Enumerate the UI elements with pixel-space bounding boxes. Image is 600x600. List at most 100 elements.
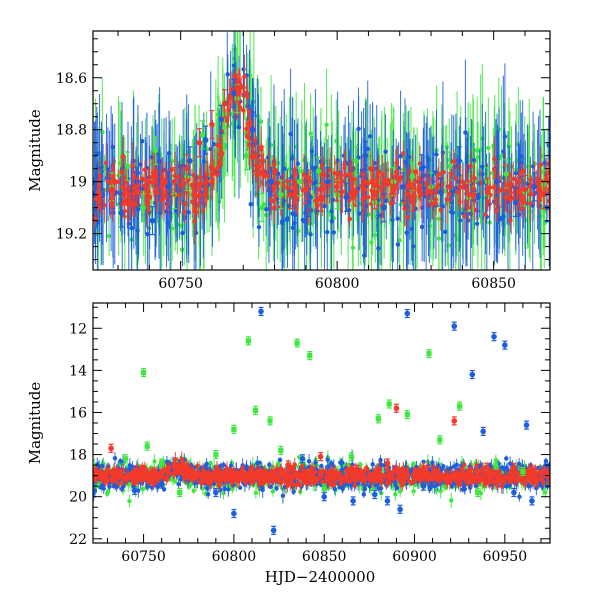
noise-point — [416, 185, 421, 190]
noise-point — [129, 200, 135, 206]
noise-point — [289, 156, 295, 161]
noise-point — [97, 173, 102, 179]
noise-point — [517, 187, 522, 192]
noise-point — [308, 195, 313, 200]
noise-point — [401, 151, 406, 156]
plot-frame — [92, 30, 551, 271]
data-point — [418, 165, 425, 172]
data-point — [409, 173, 416, 180]
noise-point — [402, 159, 408, 165]
noise-point — [434, 190, 439, 195]
noise-point — [203, 186, 208, 192]
noise-point — [256, 164, 262, 170]
noise-point — [126, 191, 132, 196]
noise-point — [244, 126, 249, 132]
noise-point — [139, 138, 145, 144]
data-point — [503, 171, 509, 177]
plot-area — [93, 31, 550, 270]
noise-point — [511, 195, 516, 201]
noise-point — [300, 217, 306, 223]
noise-point — [451, 159, 456, 164]
noise-point — [256, 224, 262, 230]
data-point — [231, 90, 237, 97]
noise-point — [544, 170, 550, 176]
data-point — [234, 85, 240, 91]
noise-point — [332, 171, 337, 176]
noise-point — [346, 172, 352, 177]
noise-point — [157, 158, 162, 164]
noise-point — [200, 207, 206, 213]
noise-point — [175, 174, 181, 180]
y-axis-title: Magnitude — [26, 109, 44, 192]
data-point — [271, 184, 278, 190]
data-point — [124, 163, 131, 169]
data-point — [296, 178, 303, 185]
noise-point — [375, 173, 381, 179]
noise-point — [214, 172, 220, 177]
data-point — [184, 165, 190, 172]
noise-point — [384, 198, 389, 203]
noise-point — [511, 176, 516, 181]
noise-point — [378, 185, 383, 190]
noise-point — [241, 108, 246, 113]
noise-point — [196, 193, 202, 199]
noise-point — [462, 213, 467, 219]
data-point — [187, 158, 193, 164]
bottom-panel: 60750 60800 60850 60900 60950121416182022Mag… — [26, 302, 551, 565]
noise-point — [153, 168, 159, 174]
noise-point — [358, 462, 363, 467]
noise-point — [299, 168, 305, 174]
noise-point — [397, 238, 402, 243]
data-point — [531, 184, 538, 190]
data-point — [196, 139, 203, 146]
data-point — [343, 194, 350, 201]
data-point — [171, 178, 178, 185]
noise-point — [324, 122, 329, 128]
noise-point — [319, 173, 325, 178]
data-point — [390, 186, 397, 193]
noise-point — [507, 198, 513, 203]
noise-point — [410, 461, 416, 467]
data-point — [475, 194, 481, 201]
noise-point — [494, 208, 499, 214]
noise-point — [281, 183, 286, 188]
noise-point — [142, 167, 148, 172]
noise-point — [250, 110, 255, 115]
noise-point — [480, 164, 485, 170]
noise-point — [201, 159, 206, 164]
noise-point — [380, 172, 385, 177]
data-point — [221, 100, 228, 107]
noise-point — [182, 201, 187, 206]
noise-point — [310, 166, 315, 171]
noise-point — [106, 179, 111, 184]
noise-point — [119, 170, 124, 175]
noise-point — [331, 230, 337, 235]
noise-point — [434, 152, 439, 157]
noise-point — [215, 142, 220, 148]
noise-point — [106, 233, 112, 239]
noise-point — [281, 198, 286, 204]
noise-point — [308, 131, 313, 136]
data-point — [259, 158, 265, 164]
noise-point — [527, 201, 533, 206]
noise-point — [285, 185, 290, 191]
noise-point — [362, 179, 368, 184]
data-point — [149, 217, 156, 224]
noise-point — [497, 217, 503, 222]
noise-point — [93, 217, 98, 222]
noise-point — [499, 187, 504, 192]
noise-point — [436, 236, 442, 241]
noise-point — [180, 177, 186, 183]
noise-point — [513, 171, 519, 176]
noise-point — [519, 170, 524, 175]
noise-point — [347, 216, 352, 222]
noise-point — [315, 203, 320, 208]
data-point — [96, 191, 103, 198]
noise-point — [340, 189, 345, 194]
data-point — [199, 132, 206, 138]
noise-point — [373, 232, 378, 238]
noise-point — [100, 129, 105, 135]
noise-point — [169, 167, 174, 172]
data-point — [140, 204, 146, 211]
noise-point — [208, 146, 213, 152]
